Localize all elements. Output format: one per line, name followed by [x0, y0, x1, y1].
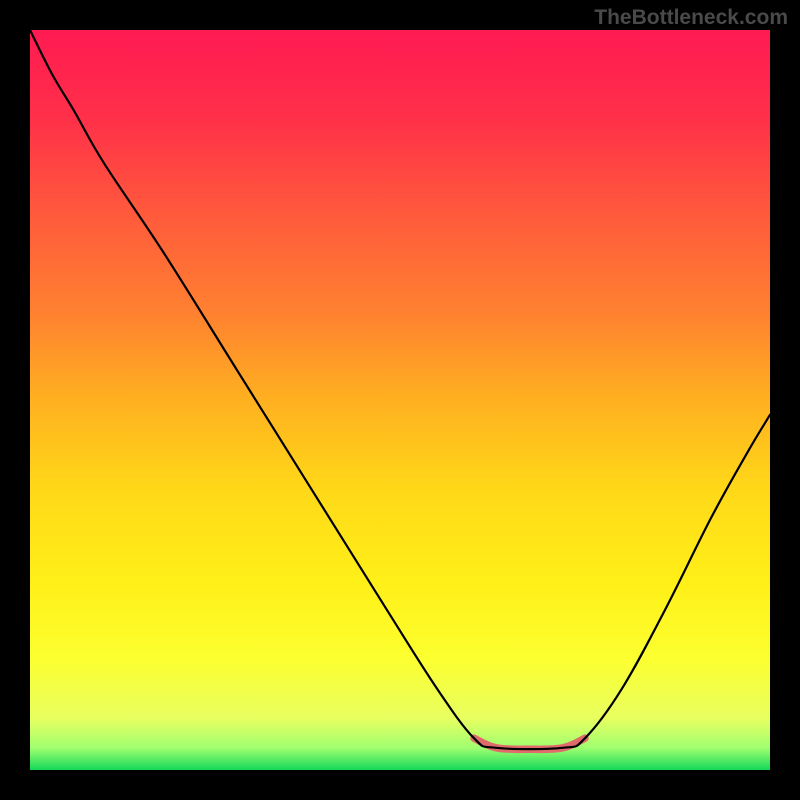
- bottleneck-curve: [30, 30, 770, 770]
- chart-plot-area: [30, 30, 770, 770]
- bottleneck-line: [30, 30, 770, 749]
- watermark-text: TheBottleneck.com: [594, 6, 788, 30]
